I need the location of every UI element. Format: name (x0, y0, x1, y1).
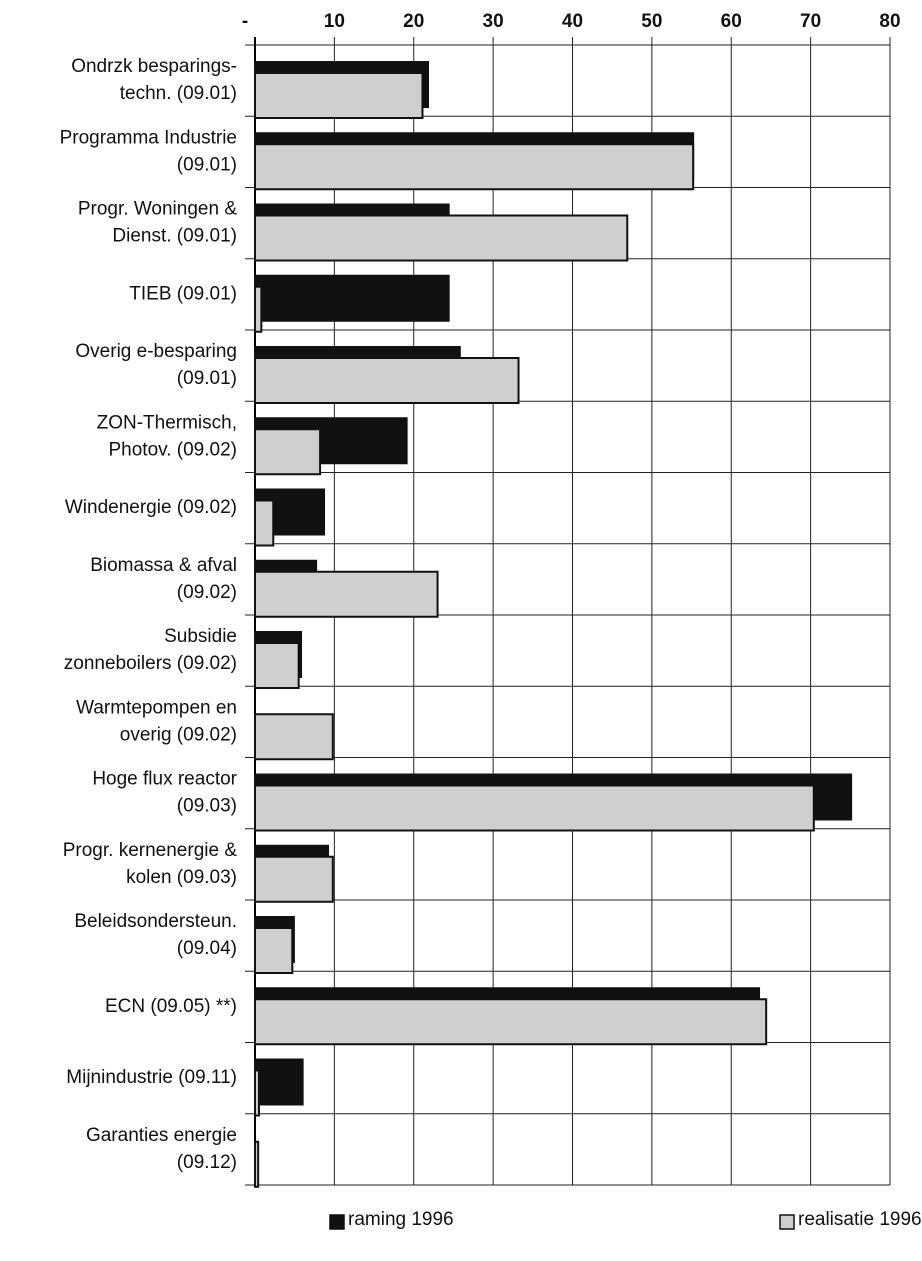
category-label: ZON-Thermisch, (97, 412, 237, 433)
category-label: Beleidsondersteun. (74, 911, 237, 932)
category-label: Windenergie (09.02) (65, 497, 237, 518)
x-tick-label: 20 (403, 11, 424, 32)
category-label: kolen (09.03) (126, 867, 237, 888)
bar (254, 143, 695, 191)
bar (254, 357, 520, 404)
bar (254, 642, 300, 689)
bar (254, 72, 424, 119)
category-label: Ondrzk besparings- (71, 56, 237, 77)
category-label: (09.12) (177, 1152, 237, 1173)
bar (254, 214, 629, 262)
category-label: ECN (09.05) **) (105, 996, 237, 1017)
legend-swatch (779, 1214, 795, 1230)
category-label: Photov. (09.02) (108, 439, 237, 460)
bar (254, 274, 450, 322)
bar (254, 570, 439, 618)
category-label: TIEB (09.01) (129, 283, 237, 304)
bar (254, 784, 815, 832)
bar (254, 998, 768, 1046)
category-label: Programma Industrie (60, 127, 237, 148)
x-tick-label: 10 (324, 11, 345, 32)
category-label: Mijnindustrie (09.11) (66, 1067, 237, 1088)
bar (254, 927, 294, 974)
bar (254, 1069, 260, 1117)
category-label: (09.01) (177, 368, 237, 389)
category-label: Progr. Woningen & (78, 199, 237, 220)
category-label: (09.03) (177, 796, 237, 817)
bar (254, 1140, 260, 1188)
bar (254, 713, 334, 761)
x-tick-label: 40 (562, 11, 583, 32)
x-tick-label: 30 (483, 11, 504, 32)
bar (254, 855, 334, 903)
category-label: Garanties energie (86, 1125, 237, 1146)
x-tick-label: 80 (879, 11, 900, 32)
bar (254, 428, 322, 476)
x-tick-label: 60 (721, 11, 742, 32)
category-label: Subsidie (164, 626, 237, 647)
category-label: Dienst. (09.01) (112, 226, 237, 247)
category-label: Progr. kernenergie & (63, 840, 238, 861)
category-label: zonneboilers (09.02) (64, 653, 237, 674)
category-label: Biomassa & afval (90, 555, 237, 576)
bar (254, 285, 263, 333)
bar (254, 499, 275, 547)
category-label: overig (09.02) (120, 724, 237, 745)
x-tick-label: 70 (800, 11, 821, 32)
legend-label: realisatie 1996 (798, 1209, 922, 1230)
legend-label: raming 1996 (348, 1209, 454, 1230)
x-tick-label: - (242, 11, 248, 32)
category-label: (09.01) (177, 154, 237, 175)
category-label: (09.04) (177, 938, 237, 959)
category-label: Hoge flux reactor (92, 769, 237, 790)
legend-swatch (329, 1214, 345, 1230)
x-tick-label: 50 (641, 11, 662, 32)
category-label: Warmtepompen en (76, 697, 237, 718)
bar (254, 1058, 304, 1106)
category-label: techn. (09.01) (120, 83, 237, 104)
category-label: Overig e-besparing (75, 341, 237, 362)
category-label: (09.02) (177, 582, 237, 603)
